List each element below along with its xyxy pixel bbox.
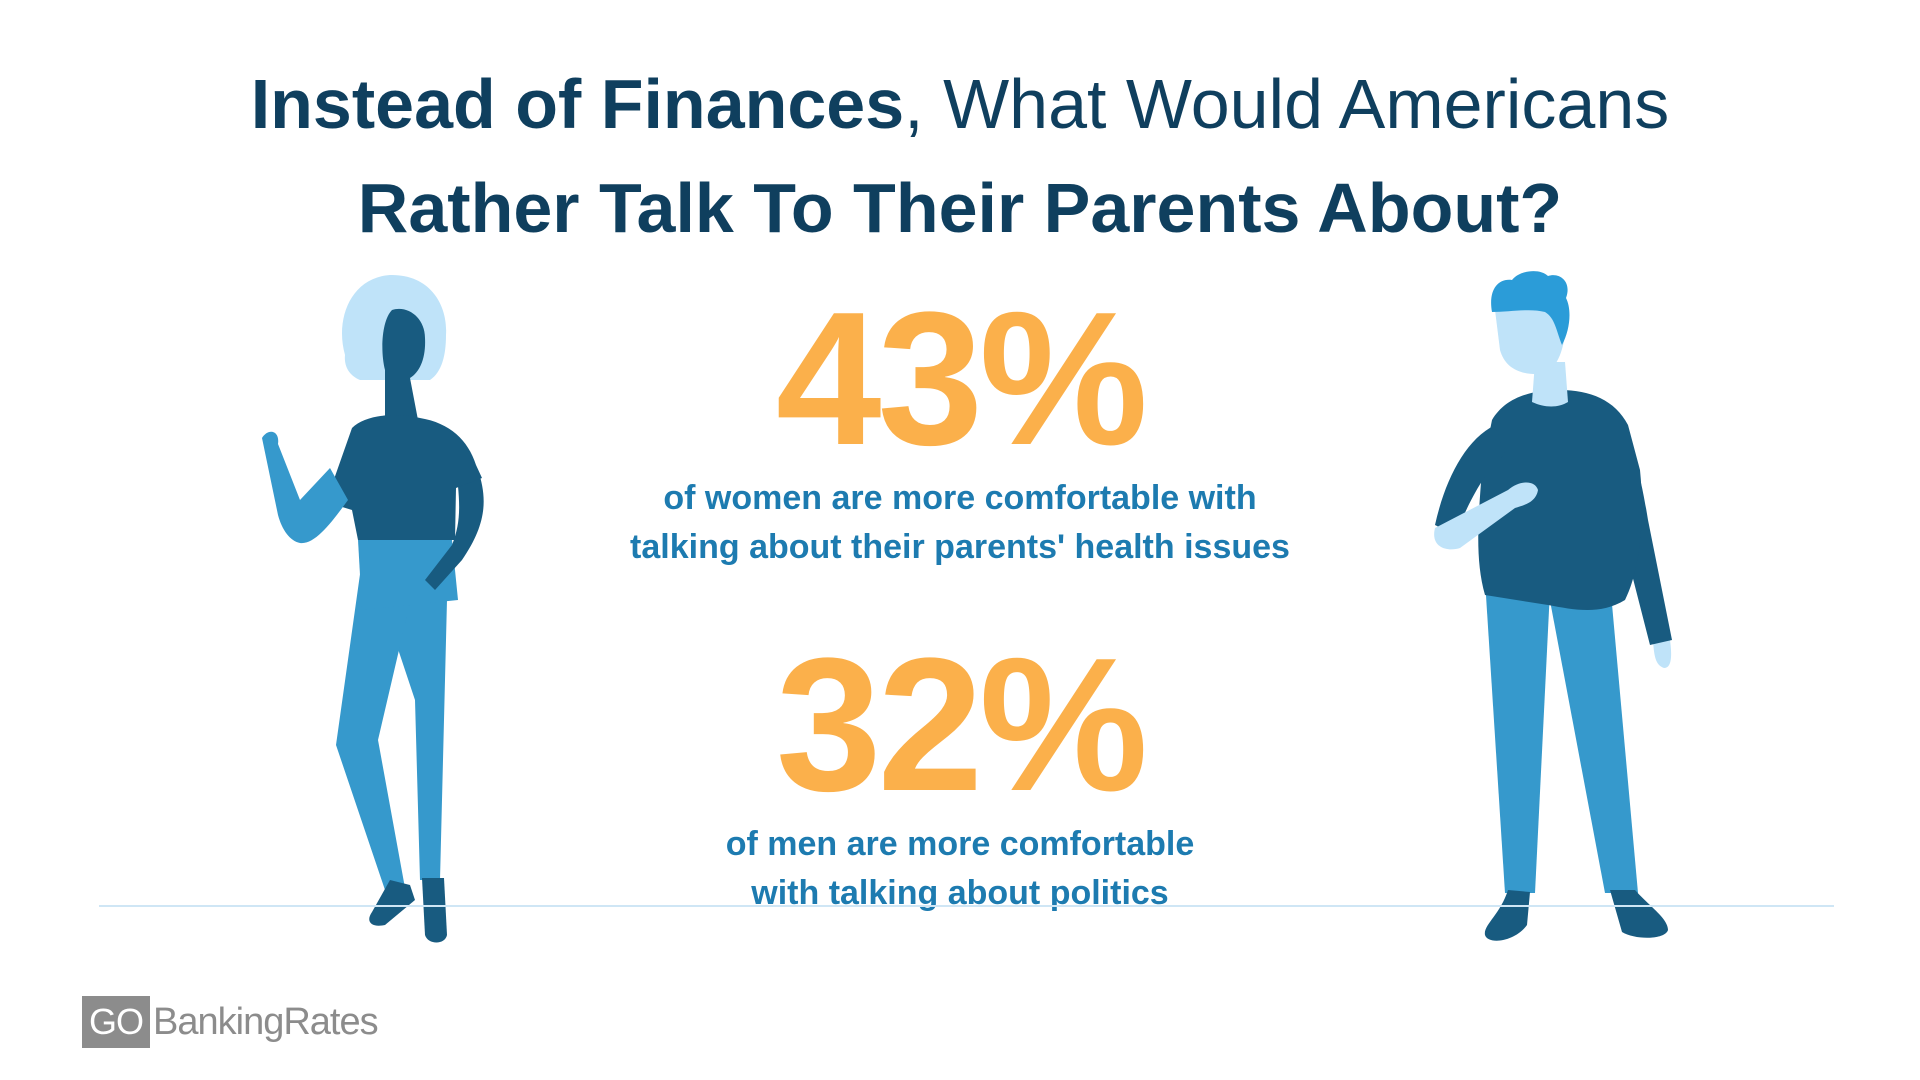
ground-line bbox=[99, 905, 1834, 907]
title-line-1: Instead of Finances, What Would American… bbox=[0, 52, 1920, 156]
page-title: Instead of Finances, What Would American… bbox=[0, 52, 1920, 260]
stat-men: 32% of men are more comfortable with tal… bbox=[0, 630, 1920, 918]
stat-men-caption-line-2: with talking about politics bbox=[751, 874, 1169, 912]
stat-men-caption: of men are more comfortable with talking… bbox=[0, 820, 1920, 918]
gobankingrates-logo: GO BankingRates bbox=[82, 995, 379, 1049]
stat-men-caption-line-1: of men are more comfortable bbox=[725, 825, 1195, 863]
man-shoe-left bbox=[1484, 890, 1530, 941]
title-line-1-rest: , What Would Americans bbox=[904, 65, 1670, 143]
stat-women: 43% of women are more comfortable with t… bbox=[0, 284, 1920, 572]
stat-women-caption-line-1: of women are more comfortable with bbox=[663, 479, 1257, 517]
woman-shoe-front bbox=[369, 880, 415, 926]
man-figure bbox=[1434, 271, 1672, 941]
man-arm-left bbox=[1435, 425, 1505, 535]
stat-women-caption-line-2: talking about their parents' health issu… bbox=[630, 528, 1290, 566]
title-emphasis: Instead of Finances bbox=[250, 65, 905, 143]
title-line-2: Rather Talk To Their Parents About? bbox=[357, 169, 1563, 247]
logo-text: BankingRates bbox=[153, 1000, 379, 1043]
man-hand-right bbox=[1653, 640, 1672, 668]
woman-face bbox=[382, 308, 426, 420]
woman-leg-back bbox=[395, 560, 448, 880]
woman-arm-raised bbox=[262, 431, 348, 544]
man-forearm-left bbox=[1434, 482, 1538, 550]
woman-shoe-back bbox=[422, 878, 447, 943]
woman-figure bbox=[262, 274, 484, 943]
woman-leg-front bbox=[336, 560, 420, 890]
woman-arm-back bbox=[425, 460, 484, 590]
man-shoe-right bbox=[1610, 890, 1668, 938]
stat-women-caption: of women are more comfortable with talki… bbox=[0, 474, 1920, 572]
man-leg-right bbox=[1548, 582, 1638, 893]
woman-shirt bbox=[326, 415, 482, 540]
man-sweater bbox=[1478, 390, 1642, 610]
man-leg-left bbox=[1485, 580, 1550, 893]
stat-women-value: 43% bbox=[775, 273, 1148, 485]
woman-pants-waist bbox=[358, 540, 458, 610]
stat-men-value: 32% bbox=[775, 619, 1148, 831]
man-hair bbox=[1491, 271, 1570, 345]
logo-go-box: GO bbox=[82, 996, 151, 1048]
